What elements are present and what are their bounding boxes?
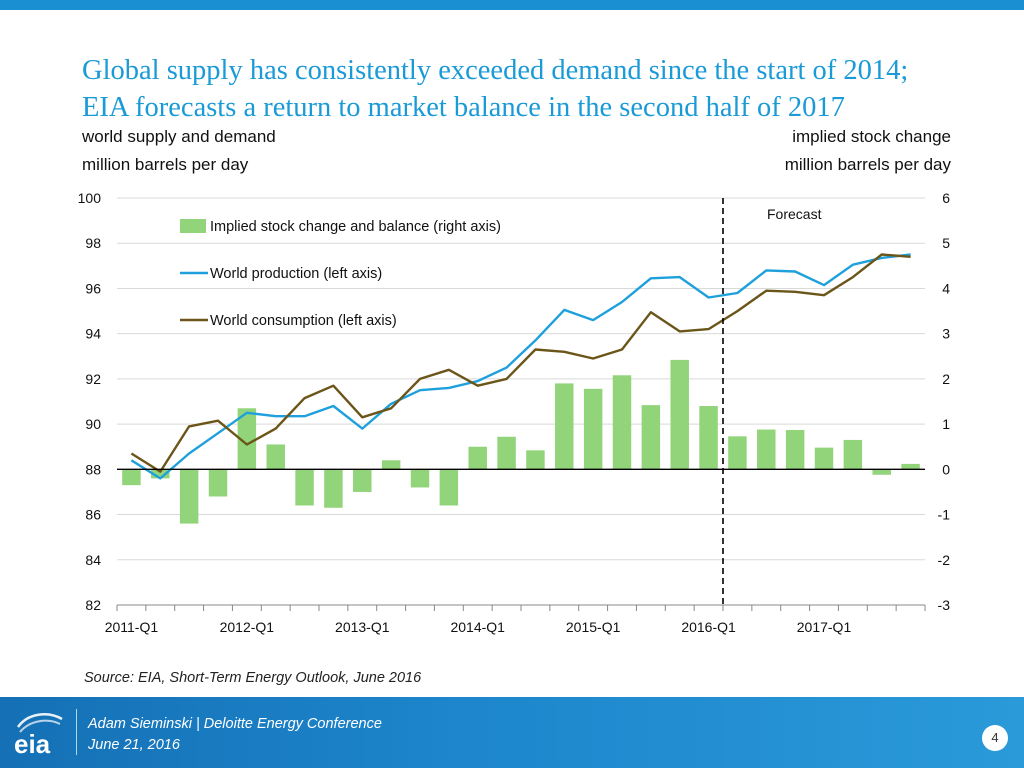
- stock-change-bar: [670, 359, 689, 470]
- legend-label-consumption: World consumption (left axis): [210, 313, 397, 329]
- forecast-label: Forecast: [767, 206, 822, 222]
- world-consumption-line: [130, 253, 911, 473]
- stock-change-bar: [353, 469, 372, 492]
- stock-change-bar: [410, 469, 430, 488]
- footer-bar: eia Adam Sieminski | Deloitte Energy Con…: [0, 697, 1024, 768]
- right-axis-caption-line2: million barrels per day: [784, 155, 951, 174]
- stock-change-bar: [728, 436, 747, 470]
- stock-change-bar: [757, 429, 776, 470]
- stock-change-bar: [901, 463, 920, 470]
- left-axis-caption-line2: million barrels per day: [82, 155, 249, 174]
- left-axis-tick-label: 90: [85, 416, 101, 432]
- right-axis-tick-label: 5: [942, 235, 950, 251]
- right-axis-tick-label: -1: [938, 507, 951, 523]
- legend-swatch-stock-change: [180, 219, 206, 233]
- stock-change-bar: [872, 469, 891, 475]
- left-axis-tick-label: 96: [85, 280, 101, 296]
- right-axis-tick-label: 1: [942, 416, 950, 432]
- left-axis-tick-label: 94: [85, 326, 101, 342]
- x-axis-tick-label: 2013-Q1: [335, 619, 390, 635]
- footer-presenter: Adam Sieminski | Deloitte Energy Confere…: [88, 716, 382, 732]
- source-note: Source: EIA, Short-Term Energy Outlook, …: [84, 670, 422, 686]
- page-number: 4: [982, 725, 1008, 751]
- right-axis-caption-line1: implied stock change: [792, 127, 951, 146]
- stock-change-bar: [266, 444, 285, 470]
- stock-change-bar: [439, 469, 459, 506]
- supply-demand-chart: 100 98 96 94 92 90 88 86 84 82 6 5 4 3 2 1 0 -1 -2 -3 2011-Q…: [78, 190, 951, 635]
- right-axis-tick-label: -2: [938, 552, 951, 568]
- left-axis-tick-label: 82: [85, 597, 101, 613]
- legend-label-production: World production (left axis): [210, 266, 382, 282]
- left-axis-tick-label: 92: [85, 371, 101, 387]
- title-line-1: Global supply has consistently exceeded …: [82, 55, 909, 86]
- x-axis-tick-label: 2017-Q1: [797, 619, 852, 635]
- footer-date: June 21, 2016: [88, 737, 180, 753]
- stock-change-bar: [526, 450, 545, 470]
- left-axis-tick-label: 84: [85, 552, 101, 568]
- x-axis-tick-label: 2012-Q1: [220, 619, 275, 635]
- right-axis-tick-label: 6: [942, 190, 950, 206]
- stock-change-bar: [381, 460, 401, 470]
- stock-change-bar: [179, 469, 199, 524]
- stock-change-bar: [497, 436, 516, 470]
- right-axis-tick-label: 2: [942, 371, 950, 387]
- stock-change-bar: [843, 439, 863, 470]
- left-axis-caption-line1: world supply and demand: [82, 127, 276, 146]
- right-axis-tick-label: 3: [942, 326, 950, 342]
- right-axis-caption: implied stock change million barrels per…: [785, 123, 951, 179]
- world-production-line: [130, 253, 911, 480]
- stock-change-bar: [612, 375, 632, 470]
- footer-divider: [76, 709, 77, 755]
- x-axis-tick-label: 2016-Q1: [681, 619, 736, 635]
- right-axis-tick-label: 0: [942, 461, 950, 477]
- eia-logo: eia: [14, 713, 63, 759]
- stock-change-bar: [699, 406, 718, 470]
- top-accent-bar: [0, 0, 1024, 10]
- stock-change-bar: [151, 469, 170, 479]
- left-axis-tick-label: 100: [78, 190, 102, 206]
- stock-change-bar: [122, 469, 141, 486]
- x-axis-tick-label: 2014-Q1: [450, 619, 505, 635]
- stock-change-bar: [295, 469, 314, 506]
- stock-change-bar: [814, 447, 834, 470]
- x-axis-tick-label: 2011-Q1: [105, 619, 159, 635]
- stock-change-bar: [208, 469, 228, 497]
- stock-change-bar: [785, 429, 805, 470]
- right-axis-tick-label: 4: [942, 280, 950, 296]
- stock-change-bar: [641, 405, 661, 470]
- stock-change-bar: [555, 383, 574, 470]
- slide-title: Global supply has consistently exceeded …: [82, 52, 1012, 126]
- legend-label-stock-change: Implied stock change and balance (right …: [210, 219, 501, 235]
- x-axis-tick-label: 2015-Q1: [566, 619, 621, 635]
- svg-text:eia: eia: [14, 729, 51, 759]
- left-axis-caption: world supply and demand million barrels …: [82, 123, 276, 179]
- stock-change-bar: [468, 446, 487, 470]
- title-line-2: EIA forecasts a return to market balance…: [82, 92, 845, 123]
- left-axis-tick-label: 88: [85, 461, 101, 477]
- stock-change-bar: [324, 469, 343, 508]
- right-axis-tick-label: -3: [938, 597, 951, 613]
- stock-change-bar: [583, 388, 603, 470]
- left-axis-tick-label: 98: [85, 235, 101, 251]
- left-axis-tick-label: 86: [85, 507, 101, 523]
- stock-change-bar: [237, 408, 257, 470]
